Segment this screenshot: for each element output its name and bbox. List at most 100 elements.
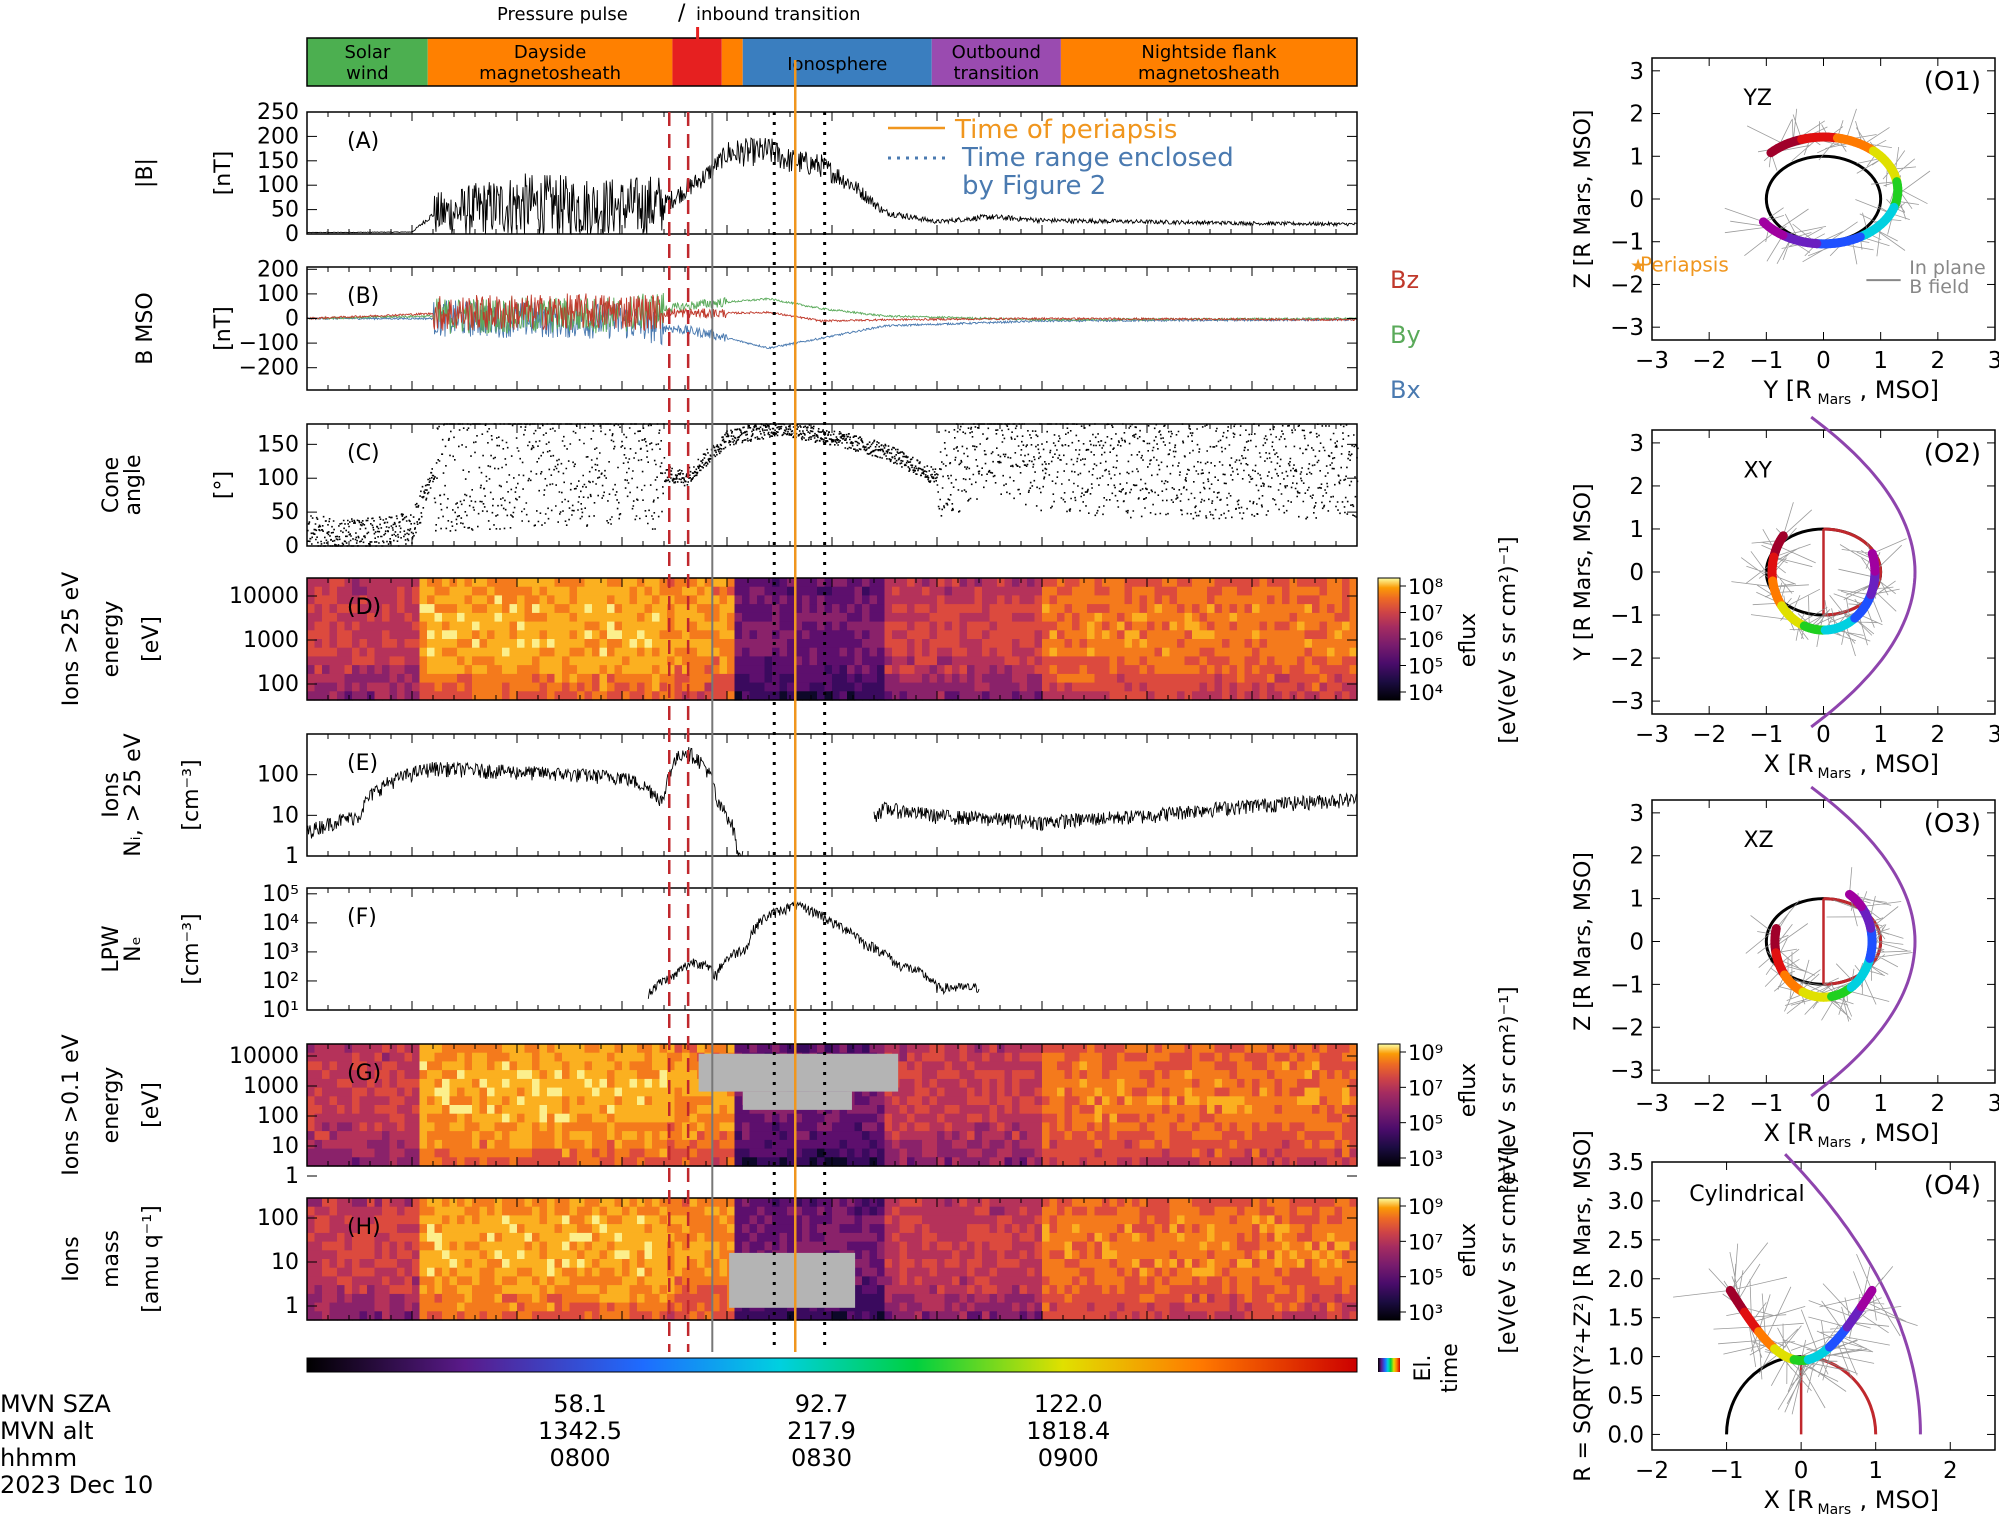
spectrogram-cell (1004, 682, 1013, 692)
spectrogram-cell (337, 586, 346, 596)
spectrogram-cell (457, 1070, 466, 1080)
spectrogram-cell (667, 612, 676, 623)
spectrogram-cell (1154, 1131, 1163, 1141)
spectrogram-cell (652, 1122, 661, 1132)
spectrogram-cell (1199, 586, 1208, 596)
spectrogram-cell (884, 1139, 893, 1150)
spectrogram-cell (1162, 682, 1171, 692)
spectrogram-cell (757, 1122, 766, 1132)
spectrogram-cell (877, 586, 886, 596)
spectrogram-cell (359, 673, 368, 684)
spectrogram-cell (982, 1122, 991, 1132)
spectrogram-cell (1087, 1105, 1096, 1115)
spectrogram-cell (959, 1096, 968, 1106)
spectrogram-cell (1244, 673, 1253, 684)
spectrogram-cell (1312, 630, 1321, 640)
spectrogram-cell (982, 665, 991, 675)
spectrogram-cell (329, 630, 338, 640)
spectrogram-cell (1072, 604, 1081, 614)
spectrogram-cell (644, 1148, 653, 1158)
spectrogram-cell (389, 1241, 398, 1251)
spectrogram-cell (1282, 647, 1291, 657)
spectrogram-cell (1012, 647, 1021, 657)
spectrogram-cell (344, 1148, 353, 1158)
spectrogram-cell (1207, 1070, 1216, 1080)
spectrogram-cell (412, 621, 421, 631)
spectrogram-cell (1259, 621, 1268, 631)
spectrogram-cell (1034, 1148, 1043, 1158)
spectrogram-cell (689, 604, 698, 614)
spectrogram-cell (637, 1131, 646, 1141)
spectrogram-cell (1154, 1096, 1163, 1106)
spectrogram-cell (1297, 612, 1306, 623)
y-axis-label: Cone (99, 457, 124, 513)
region-bar-frame (306, 37, 1358, 87)
spectrogram-cell (487, 1139, 496, 1150)
spectrogram-cell (1154, 1061, 1163, 1071)
spectrogram-cell (922, 1096, 931, 1106)
spectrogram-cell (1147, 1087, 1156, 1097)
spectrogram-cell (1349, 586, 1358, 596)
spectrogram-cell (1042, 1096, 1051, 1106)
spectrogram-cell (1139, 1139, 1148, 1150)
spectrogram-cell (1102, 1087, 1111, 1097)
spectrogram-cell (532, 1157, 541, 1167)
spectrogram-cell (419, 1070, 428, 1080)
spectrogram-cell (1319, 612, 1328, 623)
spectrogram-cell (967, 1044, 976, 1054)
spectrogram-cell (1274, 1148, 1283, 1158)
spectrogram-cell (554, 682, 563, 692)
spectrogram-cell (847, 682, 856, 692)
spectrogram-cell (629, 578, 638, 588)
spectrogram-cell (914, 1105, 923, 1115)
spectrogram-cell (1229, 595, 1238, 605)
spectrogram-cell (1304, 578, 1313, 588)
spectrogram-cell (1162, 1096, 1171, 1106)
spectrogram-cell (892, 630, 901, 640)
spectrogram-cell (667, 1139, 676, 1150)
spectrogram-cell (989, 621, 998, 631)
spectrogram-cell (569, 647, 578, 657)
spectrogram-cell (494, 647, 503, 657)
spectrogram-cell (419, 639, 428, 649)
spectrogram-cell (854, 639, 863, 649)
spectrogram-cell (1312, 639, 1321, 649)
spectrogram-cell (479, 682, 488, 692)
spectrogram-cell (952, 639, 961, 649)
spectrogram-cell (1192, 586, 1201, 596)
spectrogram-cell (727, 639, 736, 649)
spectrogram-cell (1244, 1078, 1253, 1089)
spectrogram-cell (314, 1139, 323, 1150)
spectrogram-cell (779, 595, 788, 605)
spectrogram-cell (307, 1224, 316, 1234)
spectrogram-cell (329, 1148, 338, 1158)
spectrogram-cell (1169, 1105, 1178, 1115)
spectrogram-cell (1319, 1096, 1328, 1106)
spectrogram-cell (307, 1139, 316, 1150)
spectrogram-cell (1349, 612, 1358, 623)
spectrogram-cell (329, 1078, 338, 1089)
spectrogram-cell (847, 1122, 856, 1132)
y-axis-label: [eV] (139, 1082, 164, 1128)
spectrogram-cell (584, 1087, 593, 1097)
spectrogram-cell (1297, 647, 1306, 657)
spectrogram-cell (1057, 1078, 1066, 1089)
spectrogram-cell (1154, 604, 1163, 614)
panel-tag: (F) (347, 905, 377, 930)
spectrogram-cell (539, 1078, 548, 1089)
spectrogram-cell (337, 1302, 346, 1312)
spectrogram-cell (869, 647, 878, 657)
spectrogram-cell (1109, 612, 1118, 623)
spectrogram-cell (907, 1070, 916, 1080)
spectrogram-cell (1102, 691, 1111, 701)
spectrogram-cell (1087, 1157, 1096, 1167)
spectrogram-cell (1132, 612, 1141, 623)
spectrogram-cell (404, 1139, 413, 1150)
spectrogram-cell (517, 1122, 526, 1132)
spectrogram-cell (749, 630, 758, 640)
spectrogram-cell (802, 647, 811, 657)
spectrogram-cell (1177, 639, 1186, 649)
spectrogram-cell (944, 1148, 953, 1158)
spectrogram-cell (869, 595, 878, 605)
spectrogram-cell (472, 578, 481, 588)
